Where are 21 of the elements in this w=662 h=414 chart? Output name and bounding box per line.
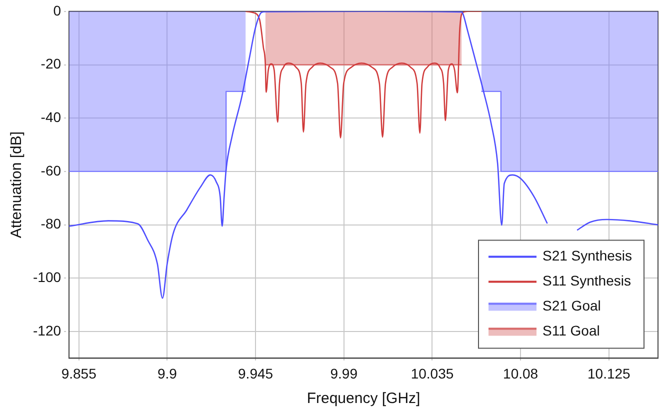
legend-label: S11 Goal	[542, 322, 600, 339]
x-tick-label: 9.9	[157, 365, 178, 382]
y-tick-label: -60	[40, 162, 62, 178]
x-axis-title: Frequency [GHz]	[306, 390, 420, 408]
y-tick-label: -80	[40, 216, 62, 232]
x-tick-label: 9.945	[238, 365, 274, 382]
x-tick-label: 10.125	[588, 365, 631, 382]
y-tick-label: -120	[32, 322, 62, 338]
legend-label: S21 Synthesis	[542, 248, 632, 264]
legend-label: S11 Synthesis	[542, 272, 631, 289]
x-tick-label: 9.855	[61, 365, 97, 382]
legend-label: S21 Goal	[542, 298, 601, 314]
line-series	[245, 11, 482, 138]
x-tick-label: 10.035	[410, 365, 454, 382]
y-axis-title: Attenuation [dB]	[8, 131, 26, 238]
y-tick-label: -20	[40, 56, 62, 72]
x-tick-label: 9.99	[330, 365, 358, 382]
y-tick-label: 0	[53, 2, 62, 18]
x-tick-label: 10.08	[503, 365, 538, 382]
y-tick-label: -100	[32, 269, 62, 286]
y-tick-label: -40	[40, 108, 62, 125]
